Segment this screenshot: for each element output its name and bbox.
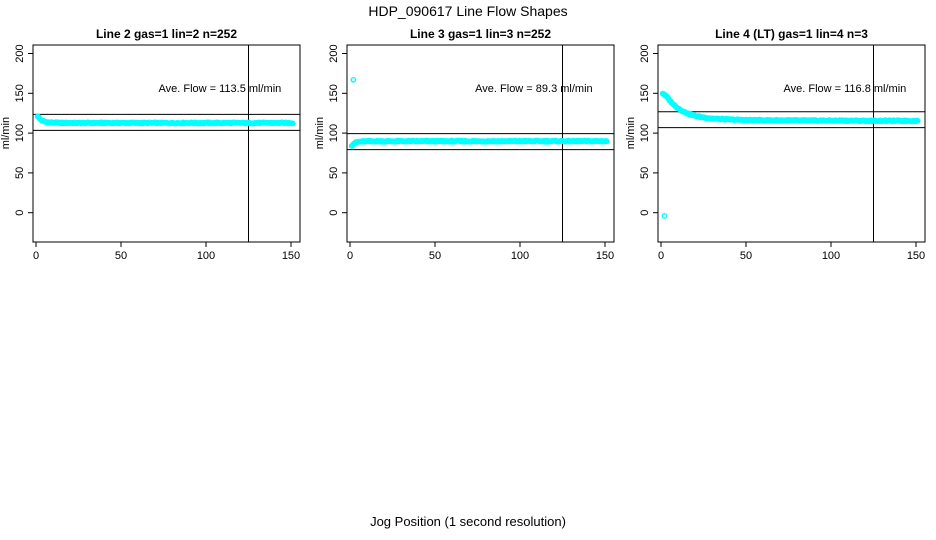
x-tick-label: 0	[33, 250, 39, 262]
ave-flow-label: Ave. Flow = 116.8 ml/min	[784, 83, 907, 95]
y-tick-label: 50	[14, 167, 26, 179]
x-tick-label: 0	[658, 250, 664, 262]
x-tick-label: 150	[907, 250, 925, 262]
y-tick-label: 150	[639, 84, 651, 102]
panel-3: 0 50 100 150 0 50 100 150 200 ml/min Line 4 (LT) g…	[625, 27, 926, 262]
data-point	[603, 138, 610, 145]
x-tick-label: 50	[115, 250, 127, 262]
ave-flow-label: Ave. Flow = 89.3 ml/min	[475, 83, 592, 95]
x-tick-label: 0	[347, 250, 353, 262]
y-tick-label: 200	[639, 44, 651, 62]
y-axis-name: ml/min	[0, 117, 12, 149]
panel-title: Line 4 (LT) gas=1 lin=4 n=3	[715, 27, 868, 41]
x-tick-label: 50	[740, 250, 752, 262]
y-tick-label: 50	[639, 167, 651, 179]
y-tick-label: 200	[328, 44, 340, 62]
y-tick-label: 100	[328, 124, 340, 142]
y-tick-label: 150	[14, 84, 26, 102]
y-tick-label: 0	[328, 210, 340, 216]
plot-box	[346, 44, 615, 243]
x-tick-label: 150	[282, 250, 300, 262]
x-tick-label: 100	[822, 250, 840, 262]
x-axis-label: Jog Position (1 second resolution)	[370, 514, 566, 529]
plot-box	[32, 44, 301, 243]
panel-title: Line 2 gas=1 lin=2 n=252	[96, 27, 237, 41]
x-tick-label: 150	[596, 250, 614, 262]
data-points	[34, 113, 296, 127]
data-point	[914, 117, 921, 124]
y-tick-label: 50	[328, 167, 340, 179]
x-tick-label: 100	[511, 250, 529, 262]
y-tick-label: 0	[639, 210, 651, 216]
panel-title: Line 3 gas=1 lin=3 n=252	[410, 27, 551, 41]
y-tick-label: 200	[14, 44, 26, 62]
main-title: HDP_090617 Line Flow Shapes	[368, 3, 567, 19]
x-tick-label: 100	[197, 250, 215, 262]
ave-flow-label: Ave. Flow = 113.5 ml/min	[159, 83, 282, 95]
panel-2: 0 50 100 150 0 50 100 150 200 ml/min Line 3 gas=1 …	[314, 27, 615, 262]
y-tick-label: 100	[14, 124, 26, 142]
panel-1: 0 50 100 150 0 50 100 150 200 ml/min Line 2 gas=1 …	[0, 27, 301, 262]
y-axis-name: ml/min	[625, 117, 637, 149]
x-tick-label: 50	[429, 250, 441, 262]
outlier-point	[661, 212, 668, 219]
data-points	[348, 76, 610, 149]
y-tick-label: 0	[14, 210, 26, 216]
plot-box	[657, 44, 926, 243]
panels-group: 0 50 100 150 0 50 100 150 200 ml/min Line 2 gas=1 …	[0, 27, 926, 262]
y-tick-label: 150	[328, 84, 340, 102]
outlier-point	[350, 76, 357, 83]
data-point	[289, 120, 296, 127]
data-points	[659, 90, 921, 219]
y-tick-label: 100	[639, 124, 651, 142]
y-axis-name: ml/min	[314, 117, 326, 149]
